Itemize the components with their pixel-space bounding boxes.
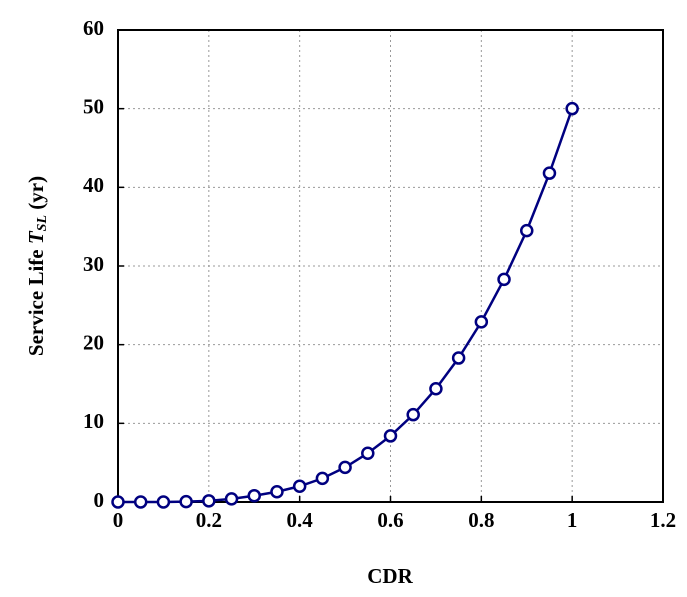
y-tick-label: 10: [83, 409, 104, 433]
data-point: [429, 381, 443, 396]
data-point: [224, 492, 239, 506]
x-tick-label: 0.4: [287, 508, 314, 532]
data-point: [338, 460, 352, 475]
data-point: [292, 479, 307, 494]
plot-frame: [117, 29, 664, 503]
data-point: [520, 223, 534, 238]
x-tick-label: 0.2: [196, 508, 222, 532]
y-tick-label: 60: [83, 16, 104, 40]
y-tick-label: 40: [83, 173, 104, 197]
y-label-symbol: T: [24, 230, 48, 244]
data-point: [156, 495, 171, 509]
data-point: [497, 272, 511, 287]
x-tick-label: 0.6: [377, 508, 403, 532]
x-tick-label: 1: [567, 508, 578, 532]
data-point: [451, 351, 466, 365]
y-tick-label: 0: [94, 488, 105, 512]
data-point: [111, 495, 125, 509]
data-point: [361, 446, 375, 460]
data-point: [247, 488, 261, 503]
y-axis-label: Service Life TSL (yr): [24, 176, 50, 356]
y-label-unit: (yr): [24, 176, 48, 210]
data-point: [315, 471, 330, 486]
y-label-text: Service Life: [24, 249, 48, 356]
data-point: [179, 494, 193, 509]
data-point: [133, 495, 148, 509]
y-tick-label: 20: [83, 330, 104, 354]
data-point: [383, 429, 398, 443]
data-line: [118, 108, 574, 504]
data-point: [406, 407, 420, 422]
data-point: [202, 494, 216, 508]
x-tick-label: 0.8: [468, 508, 494, 532]
data-point: [542, 166, 557, 180]
x-tick-label: 0: [113, 508, 124, 532]
data-point: [474, 315, 489, 329]
x-axis-label: CDR: [367, 564, 413, 588]
data-point: [270, 485, 284, 499]
y-label-subscript: SL: [35, 215, 50, 231]
y-tick-label: 30: [83, 252, 104, 276]
data-point: [565, 101, 579, 116]
x-tick-label: 1.2: [650, 508, 676, 532]
y-tick-label: 50: [83, 94, 104, 118]
